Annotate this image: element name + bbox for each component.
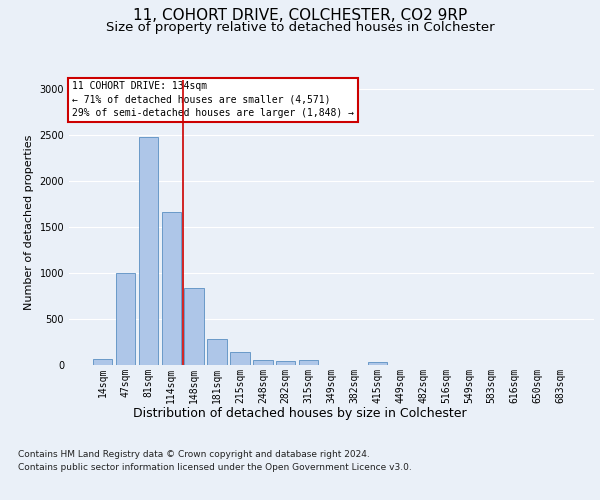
Text: Contains HM Land Registry data © Crown copyright and database right 2024.
Contai: Contains HM Land Registry data © Crown c… [18,450,412,471]
Bar [184,288,204,365]
Bar [276,361,295,365]
Bar [368,362,387,365]
Bar [230,352,250,365]
Text: 11 COHORT DRIVE: 134sqm
← 71% of detached houses are smaller (4,571)
29% of semi: 11 COHORT DRIVE: 134sqm ← 71% of detache… [71,82,353,118]
Text: Size of property relative to detached houses in Colchester: Size of property relative to detached ho… [106,21,494,34]
Text: 11, COHORT DRIVE, COLCHESTER, CO2 9RP: 11, COHORT DRIVE, COLCHESTER, CO2 9RP [133,8,467,22]
Bar [253,360,272,365]
Y-axis label: Number of detached properties: Number of detached properties [24,135,34,310]
Bar [116,273,135,365]
Bar [93,358,112,365]
Bar [161,212,181,365]
Bar [299,360,319,365]
Bar [208,340,227,365]
Text: Distribution of detached houses by size in Colchester: Distribution of detached houses by size … [133,408,467,420]
Bar [139,137,158,365]
